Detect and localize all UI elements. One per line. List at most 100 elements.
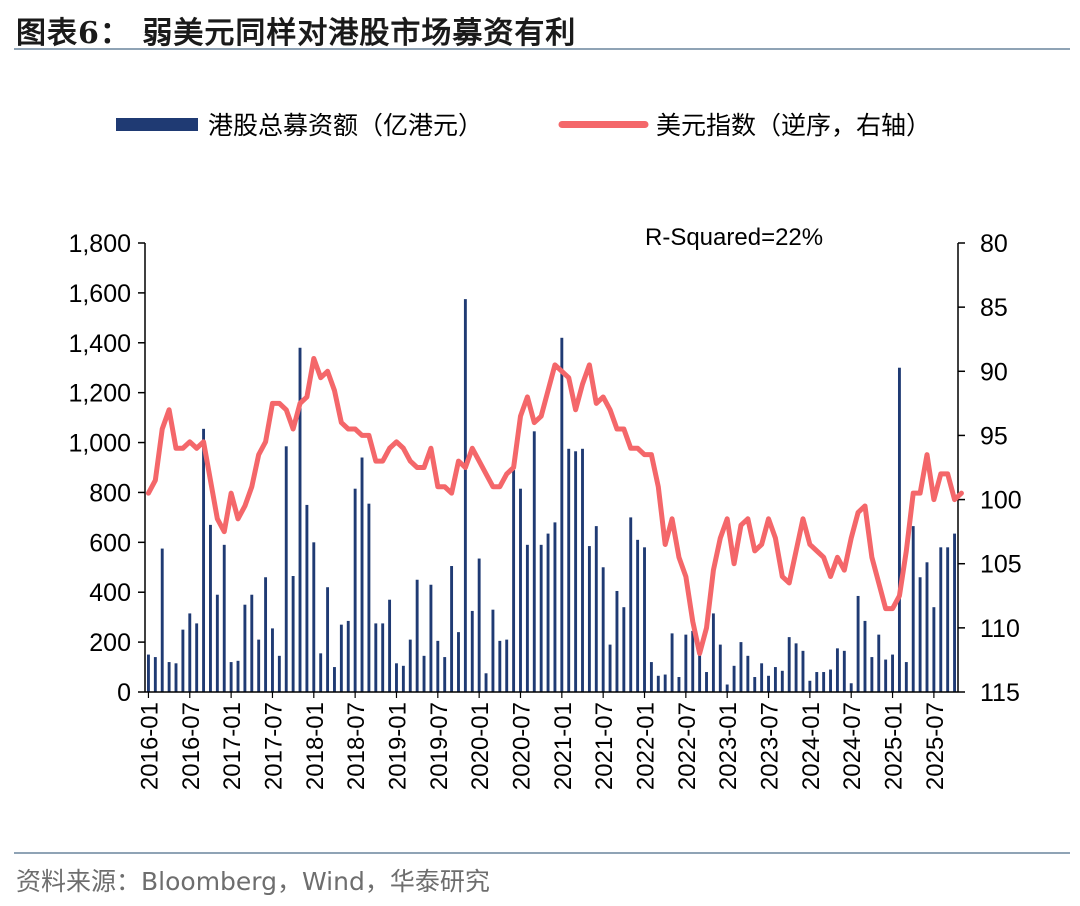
x-tick-label: 2022-07	[674, 702, 701, 790]
bar	[677, 677, 681, 692]
bar	[353, 488, 357, 692]
bar	[319, 653, 323, 692]
source-note: 资料来源：Bloomberg，Wind，华泰研究	[16, 867, 490, 896]
bar	[877, 634, 881, 692]
legend: 港股总募资额（亿港元） 美元指数（逆序，右轴）	[116, 111, 931, 140]
bar	[395, 663, 398, 692]
bar	[470, 610, 474, 692]
x-tick-label: 2020-07	[509, 702, 536, 790]
bar	[195, 623, 199, 692]
bar	[705, 672, 708, 692]
bar	[463, 299, 467, 693]
bar	[408, 639, 412, 692]
bar	[236, 660, 240, 692]
bar	[250, 594, 254, 692]
bar	[711, 613, 715, 692]
bar	[801, 650, 805, 692]
bar	[491, 609, 495, 692]
r-squared-annotation: R-Squared=22%	[645, 224, 823, 251]
bar	[773, 667, 777, 692]
bar	[222, 544, 226, 692]
left-tick-label: 1,200	[68, 380, 131, 408]
bar	[718, 644, 722, 692]
x-tick-label: 2025-01	[881, 702, 908, 790]
bar	[305, 504, 309, 692]
bar	[601, 567, 605, 692]
bar	[346, 620, 350, 692]
bar	[333, 667, 336, 692]
bar	[835, 648, 839, 692]
bar	[312, 542, 316, 692]
bar	[367, 503, 371, 692]
bar	[829, 669, 832, 692]
bar	[698, 649, 702, 692]
bar	[911, 526, 915, 692]
right-tick-label: 95	[980, 422, 1008, 450]
bar	[215, 594, 219, 692]
right-tick-label: 110	[980, 615, 1020, 643]
bar	[291, 576, 295, 692]
right-tick-label: 115	[980, 679, 1020, 707]
right-tick-label: 85	[980, 294, 1008, 322]
bar	[587, 546, 591, 692]
bar	[209, 524, 212, 692]
bar	[202, 428, 206, 692]
x-tick-label: 2018-07	[343, 702, 370, 790]
bar	[560, 337, 564, 692]
right-tick-label: 100	[980, 487, 1022, 515]
figure-title: 图表6： 弱美元同样对港股市场募资有利	[16, 16, 577, 51]
bar	[498, 640, 502, 692]
bar	[884, 659, 888, 692]
bar	[780, 670, 784, 692]
bottom-rule	[14, 852, 1070, 854]
bar	[381, 623, 385, 692]
bar	[257, 639, 261, 692]
bar	[532, 431, 536, 692]
bar-series	[147, 299, 956, 693]
bar	[277, 655, 281, 692]
bar	[856, 595, 860, 692]
left-tick-label: 0	[117, 679, 131, 707]
bar	[519, 488, 522, 692]
bar	[822, 672, 826, 692]
bar	[656, 675, 660, 692]
bar	[505, 639, 509, 692]
legend-bar-label: 港股总募资额（亿港元）	[208, 111, 483, 140]
bar	[794, 643, 798, 692]
bar	[904, 662, 908, 692]
bar	[484, 673, 488, 692]
x-tick-label: 2024-07	[839, 702, 866, 790]
bar	[181, 629, 185, 692]
bar	[622, 607, 626, 692]
bar	[422, 655, 426, 692]
bar	[891, 654, 894, 692]
bar	[167, 662, 171, 692]
bar	[732, 665, 736, 692]
bar	[746, 655, 750, 692]
axes: 0 200 400 600 800 1,000 1,200 1,400 1,600 1,800 80…	[68, 230, 1021, 790]
x-tick-label: 2023-01	[715, 702, 742, 790]
bar	[760, 663, 764, 692]
bar	[429, 584, 433, 692]
bar	[271, 628, 274, 692]
line-series	[145, 355, 964, 657]
bar	[512, 469, 516, 692]
bar	[525, 544, 529, 692]
bar	[953, 533, 956, 692]
bar	[739, 642, 743, 692]
bar	[629, 517, 633, 692]
x-tick-label: 2016-07	[178, 702, 205, 790]
bar	[443, 657, 447, 692]
bar	[436, 640, 440, 692]
bar	[174, 663, 178, 692]
top-rule	[14, 48, 1070, 50]
bar	[691, 630, 695, 692]
bar	[243, 604, 247, 692]
bar	[684, 634, 688, 692]
bar	[401, 665, 405, 692]
bar	[946, 547, 950, 692]
bar	[153, 657, 157, 692]
bar	[415, 579, 419, 692]
left-tick-label: 1,800	[68, 230, 131, 258]
